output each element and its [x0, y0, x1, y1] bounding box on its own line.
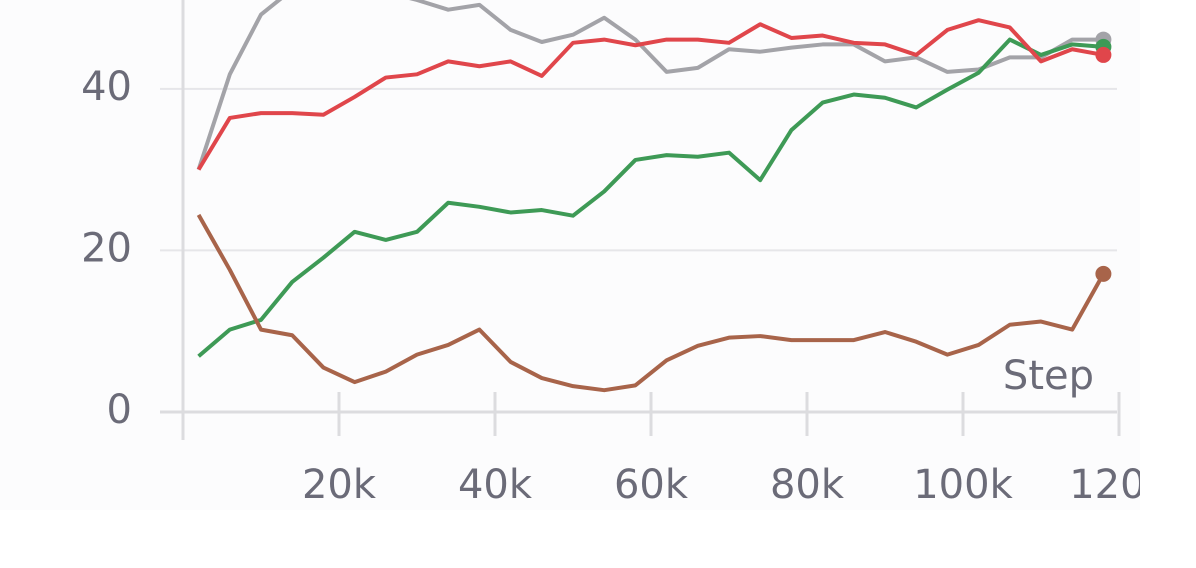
- x-tick-label: 80k: [770, 462, 845, 508]
- x-axis-label: Step: [1003, 353, 1094, 399]
- y-tick-label: 20: [81, 225, 132, 271]
- y-tick-label: 40: [81, 64, 132, 110]
- panel-background: [0, 0, 1140, 510]
- end-point: [1095, 46, 1112, 63]
- end-point: [1095, 265, 1112, 282]
- tick-labels: 0 20 40 20k 40k 60k 80k 100k 120k: [81, 64, 1169, 508]
- x-tick-label: 100k: [913, 462, 1013, 508]
- x-tick-label: 120k: [1069, 462, 1169, 508]
- plot-area: [196, 0, 1106, 393]
- x-tick-label: 20k: [302, 462, 377, 508]
- series-line: [196, 18, 1104, 171]
- y-tick-label: 0: [107, 387, 132, 433]
- series-line: [197, 37, 1104, 358]
- x-tick-label: 60k: [614, 462, 689, 508]
- series-line: [196, 213, 1106, 393]
- grid: [160, 87, 1121, 436]
- x-tick-label: 40k: [458, 462, 533, 508]
- series-line: [196, 0, 1104, 171]
